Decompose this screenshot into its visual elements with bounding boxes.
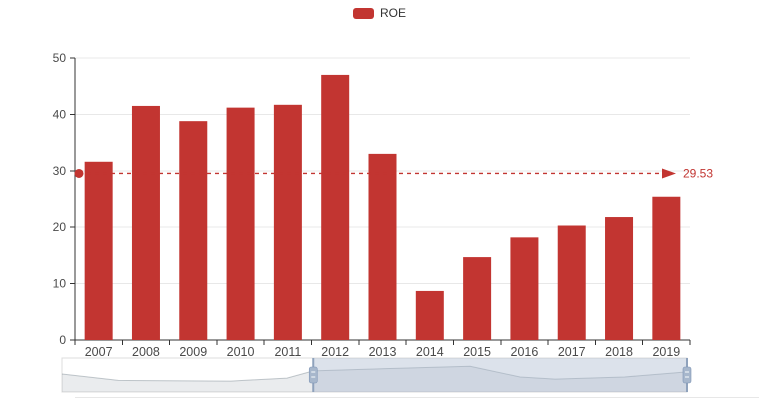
- y-axis-label: 40: [53, 107, 67, 121]
- bar-2007[interactable]: [84, 161, 113, 340]
- x-axis-label: 2015: [463, 345, 491, 359]
- x-axis-label: 2008: [132, 345, 160, 359]
- datazoom-right-handle[interactable]: [682, 366, 692, 384]
- bar-2015[interactable]: [463, 257, 492, 340]
- datazoom-data-shadow: [62, 366, 687, 392]
- legend-item-roe[interactable]: ROE: [0, 5, 759, 21]
- legend-swatch-icon: [352, 7, 374, 19]
- x-axis-label: 2016: [511, 345, 539, 359]
- bar-2011[interactable]: [273, 104, 302, 340]
- bar-2008[interactable]: [131, 105, 160, 340]
- bar-2019[interactable]: [652, 196, 681, 340]
- datazoom-track[interactable]: [61, 357, 688, 393]
- markline-arrow-icon: [662, 168, 676, 179]
- markline-value-label: 29.53: [683, 166, 713, 180]
- x-axis-label: 2019: [652, 345, 680, 359]
- y-axis-label: 50: [53, 51, 67, 65]
- bar-2014[interactable]: [415, 290, 444, 340]
- x-axis-label: 2014: [416, 345, 444, 359]
- markline-start-dot-icon: [74, 168, 84, 178]
- datazoom-left-handle[interactable]: [308, 366, 318, 384]
- x-axis-label: 2011: [274, 345, 301, 359]
- bar-2012[interactable]: [321, 74, 350, 341]
- x-axis-label: 2010: [227, 345, 255, 359]
- datazoom-data-shadow-line: [61, 365, 688, 382]
- x-axis-label: 2012: [321, 345, 349, 359]
- x-axis-label: 2007: [85, 345, 113, 359]
- bar-2013[interactable]: [368, 153, 397, 340]
- bar-2018[interactable]: [605, 217, 634, 340]
- bar-2009[interactable]: [179, 121, 208, 340]
- bar-2017[interactable]: [557, 225, 586, 340]
- x-axis-label: 2018: [605, 345, 633, 359]
- datazoom-window[interactable]: [313, 358, 687, 392]
- x-axis-label: 2017: [558, 345, 586, 359]
- x-axis-label: 2009: [179, 345, 207, 359]
- y-axis-label: 30: [53, 164, 67, 178]
- legend-label: ROE: [379, 6, 406, 20]
- y-axis-label: 0: [59, 333, 66, 347]
- y-axis-label: 20: [53, 220, 67, 234]
- bar-2010[interactable]: [226, 107, 255, 340]
- y-axis-label: 10: [53, 277, 67, 291]
- bar-2016[interactable]: [510, 237, 539, 340]
- x-axis-label: 2013: [369, 345, 397, 359]
